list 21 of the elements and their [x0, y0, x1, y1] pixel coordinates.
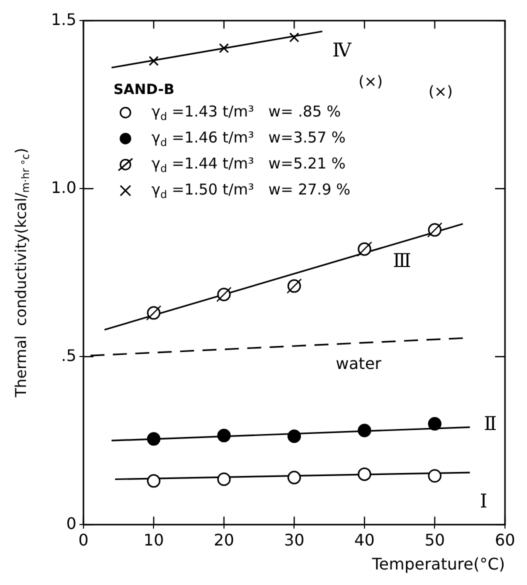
- x-tick-label: 60: [494, 530, 516, 550]
- annotation: (×): [428, 82, 453, 100]
- series-label: Ⅱ: [484, 413, 497, 436]
- series-label: Ⅳ: [332, 39, 352, 62]
- y-axis-title: Thermal conductivity(kcal/m·hr °c): [12, 148, 32, 398]
- x-tick-label: 50: [424, 530, 445, 550]
- x-tick-label: 0: [78, 530, 89, 550]
- x-tick-label: 40: [354, 530, 375, 550]
- annotation: (×): [358, 72, 383, 90]
- x-tick-label: 20: [214, 530, 234, 550]
- y-tick-label: .5: [61, 346, 76, 365]
- y-tick-label: 0: [66, 514, 76, 533]
- legend-title: SAND-B: [113, 82, 174, 98]
- x-tick-label: 30: [284, 530, 304, 550]
- series-label: water: [336, 354, 382, 374]
- y-tick-label: 1.5: [50, 10, 76, 29]
- x-axis-title: Temperature(°C): [370, 554, 505, 574]
- x-tick-label: 10: [144, 530, 164, 550]
- series-label: Ⅰ: [480, 490, 488, 512]
- y-tick-label: 1.0: [50, 178, 76, 197]
- series-label: Ⅲ: [392, 250, 412, 272]
